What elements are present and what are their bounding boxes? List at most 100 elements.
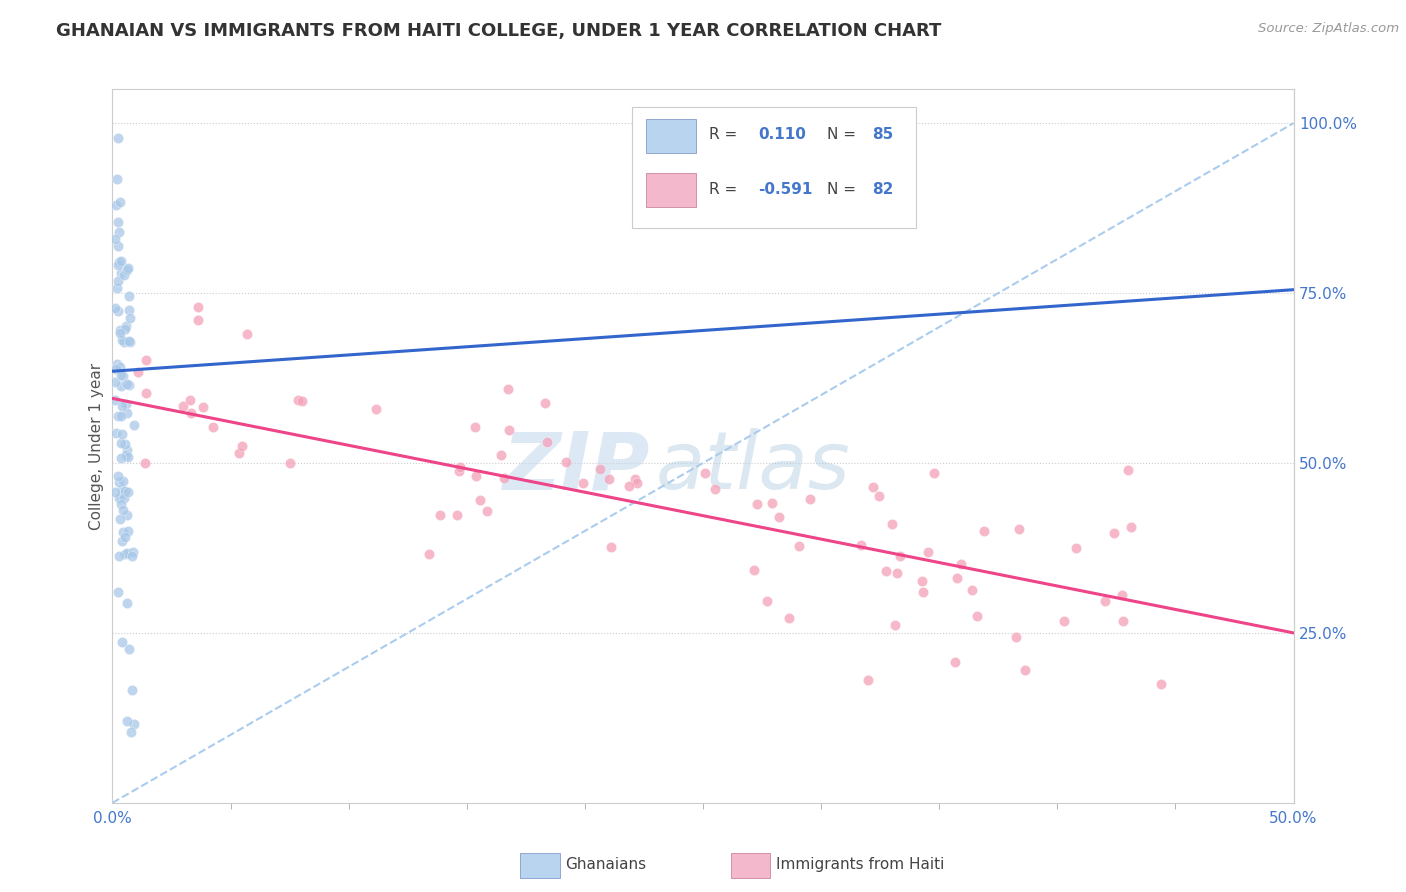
Point: [105, 357, 128, 371]
Point: [105, 362, 128, 376]
FancyBboxPatch shape: [633, 107, 915, 228]
Point: [111, 534, 134, 549]
Point: [534, 396, 557, 410]
Point: [118, 302, 141, 317]
Point: [851, 538, 873, 552]
Point: [489, 448, 512, 462]
Point: [536, 434, 558, 449]
Point: [278, 457, 301, 471]
Point: [108, 195, 131, 210]
Text: 0.110: 0.110: [758, 127, 807, 142]
Point: [118, 289, 141, 303]
Point: [107, 274, 129, 288]
Point: [228, 446, 250, 460]
Point: [121, 682, 143, 697]
Point: [917, 545, 939, 559]
Point: [911, 574, 934, 588]
Point: [858, 673, 880, 688]
Point: [875, 565, 897, 579]
Point: [187, 313, 209, 327]
Point: [1007, 522, 1029, 536]
Point: [107, 239, 129, 253]
Point: [747, 497, 769, 511]
Point: [494, 471, 516, 485]
Text: R =: R =: [709, 182, 737, 196]
Point: [110, 360, 132, 375]
Point: [626, 475, 648, 490]
Point: [236, 327, 259, 342]
Point: [291, 393, 314, 408]
Point: [623, 471, 645, 485]
Point: [114, 318, 136, 333]
Point: [1053, 614, 1076, 628]
Point: [496, 383, 519, 397]
Point: [110, 451, 132, 466]
Point: [112, 503, 135, 517]
Point: [118, 334, 141, 349]
Point: [114, 531, 136, 545]
Point: [127, 365, 149, 379]
Point: [112, 334, 135, 349]
Point: [778, 611, 800, 625]
Point: [744, 563, 766, 577]
Point: [950, 558, 973, 572]
Point: [112, 525, 135, 540]
Point: [117, 406, 139, 420]
Point: [201, 420, 224, 434]
Point: [134, 456, 156, 470]
Point: [114, 547, 136, 561]
Point: [110, 489, 132, 503]
Point: [180, 406, 202, 420]
Point: [115, 714, 138, 728]
Point: [122, 717, 145, 731]
Point: [117, 546, 139, 560]
Point: [108, 255, 131, 269]
Point: [1119, 520, 1142, 534]
Point: [111, 426, 134, 441]
Point: [449, 459, 471, 474]
Point: [111, 483, 134, 497]
Point: [104, 393, 127, 408]
Point: [114, 437, 136, 451]
Point: [107, 131, 129, 145]
Point: [107, 468, 129, 483]
Point: [946, 571, 969, 585]
Point: [468, 492, 491, 507]
Point: [366, 402, 388, 417]
Point: [117, 261, 139, 276]
Point: [115, 596, 138, 610]
Point: [1094, 594, 1116, 608]
Text: N =: N =: [827, 182, 856, 196]
Point: [1116, 463, 1139, 477]
Point: [617, 479, 640, 493]
Point: [191, 400, 214, 414]
Point: [287, 392, 309, 407]
Point: [418, 547, 440, 561]
Point: [449, 464, 471, 478]
Point: [1150, 677, 1173, 691]
Point: [117, 508, 139, 522]
Text: 82: 82: [872, 182, 893, 196]
Point: [110, 409, 132, 423]
Point: [110, 368, 132, 383]
Point: [115, 376, 138, 391]
Point: [104, 232, 127, 246]
Point: [118, 310, 141, 325]
Point: [114, 322, 136, 336]
Point: [117, 524, 139, 539]
Point: [111, 634, 134, 648]
Point: [966, 609, 988, 624]
Point: [117, 450, 139, 464]
Point: [115, 443, 138, 458]
Point: [883, 618, 905, 632]
Text: N =: N =: [827, 127, 856, 142]
Point: [799, 492, 821, 507]
Point: [114, 484, 136, 499]
Point: [112, 491, 135, 505]
Point: [960, 583, 983, 598]
Point: [105, 281, 128, 295]
Point: [107, 409, 129, 423]
Point: [889, 549, 911, 563]
Point: [868, 489, 890, 503]
Point: [555, 455, 578, 469]
